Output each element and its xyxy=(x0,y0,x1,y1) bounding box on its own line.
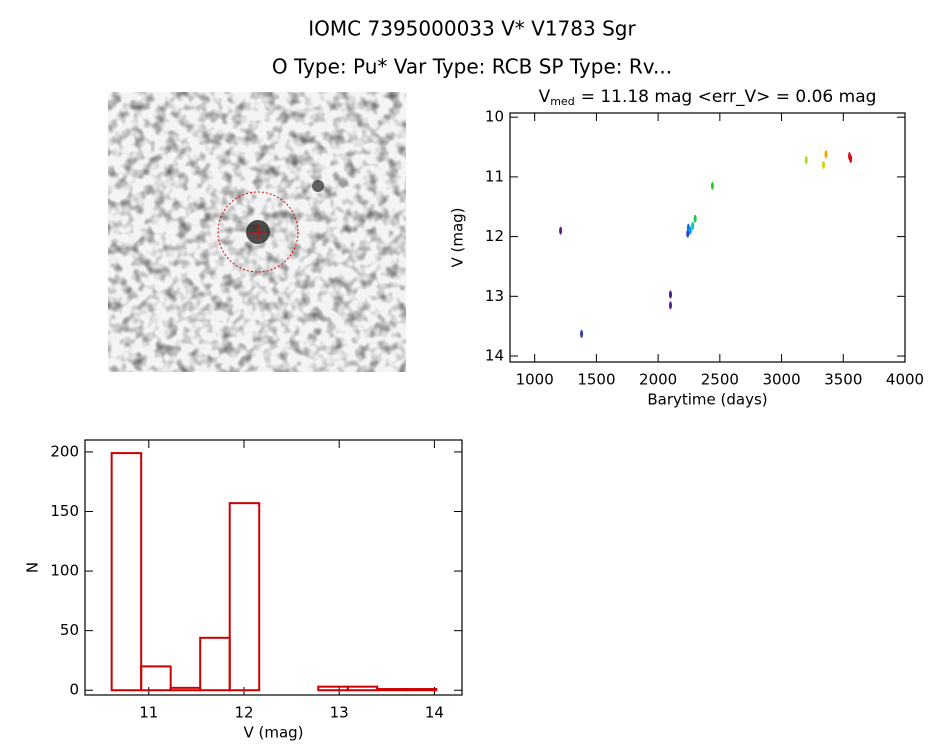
y-tick-label: 10 xyxy=(485,108,504,126)
y-tick-label: 100 xyxy=(50,562,79,580)
data-point xyxy=(559,226,563,235)
x-axis-label: V (mag) xyxy=(243,724,303,742)
y-tick-label: 200 xyxy=(50,442,79,460)
data-point xyxy=(691,221,695,230)
y-tick-label: 0 xyxy=(69,681,79,699)
data-point xyxy=(710,181,714,190)
plot-frame xyxy=(84,439,463,696)
histogram-bar xyxy=(317,685,349,692)
page-title: IOMC 7395000033 V* V1783 Sgr xyxy=(308,17,636,41)
data-point xyxy=(693,214,697,223)
y-tick-label: 11 xyxy=(485,167,504,185)
x-tick-label: 1500 xyxy=(577,371,615,389)
title-rest: = 11.18 mag <err_V> = 0.06 mag xyxy=(581,87,877,107)
page-subtitle: O Type: Pu* Var Type: RCB SP Type: Rv... xyxy=(272,55,672,79)
x-tick-label: 11 xyxy=(139,704,158,722)
x-tick-label: 2000 xyxy=(639,371,677,389)
data-point xyxy=(849,154,853,163)
title-subscript: med xyxy=(550,95,574,108)
x-tick-label: 3000 xyxy=(762,371,800,389)
y-tick-label: 50 xyxy=(60,621,79,639)
data-point xyxy=(668,290,672,299)
data-point xyxy=(580,329,584,338)
y-tick-label: 13 xyxy=(485,287,504,305)
x-tick-label: 4000 xyxy=(886,371,924,389)
x-tick-label: 1000 xyxy=(516,371,554,389)
histogram-bar xyxy=(140,665,172,692)
data-point xyxy=(668,301,672,310)
y-tick-label: 14 xyxy=(485,347,504,365)
x-tick-label: 3500 xyxy=(824,371,862,389)
y-axis-label: V (mag) xyxy=(449,207,467,267)
histogram-bar xyxy=(199,636,231,692)
histogram-bar xyxy=(110,452,143,692)
histogram-bar xyxy=(228,502,261,692)
data-point xyxy=(688,226,692,235)
x-axis-label: Barytime (days) xyxy=(647,391,767,409)
plot-frame xyxy=(509,112,906,363)
histogram-bar xyxy=(169,686,202,692)
title-main: V xyxy=(539,87,551,107)
x-tick-label: 12 xyxy=(234,704,253,722)
data-point xyxy=(822,160,826,169)
x-tick-label: 2500 xyxy=(701,371,739,389)
chart-title: Vmed = 11.18 mag <err_V> = 0.06 mag xyxy=(539,87,877,108)
histogram-bar xyxy=(346,685,379,692)
sky-image xyxy=(108,92,406,372)
histogram-bar xyxy=(376,688,408,692)
y-axis-label: N xyxy=(24,562,42,573)
histogram-bar xyxy=(405,688,438,692)
x-tick-label: 13 xyxy=(330,704,349,722)
y-tick-label: 150 xyxy=(50,502,79,520)
x-tick-label: 14 xyxy=(425,704,444,722)
y-tick-label: 12 xyxy=(485,227,504,245)
data-point xyxy=(824,150,828,159)
data-point xyxy=(804,156,808,165)
